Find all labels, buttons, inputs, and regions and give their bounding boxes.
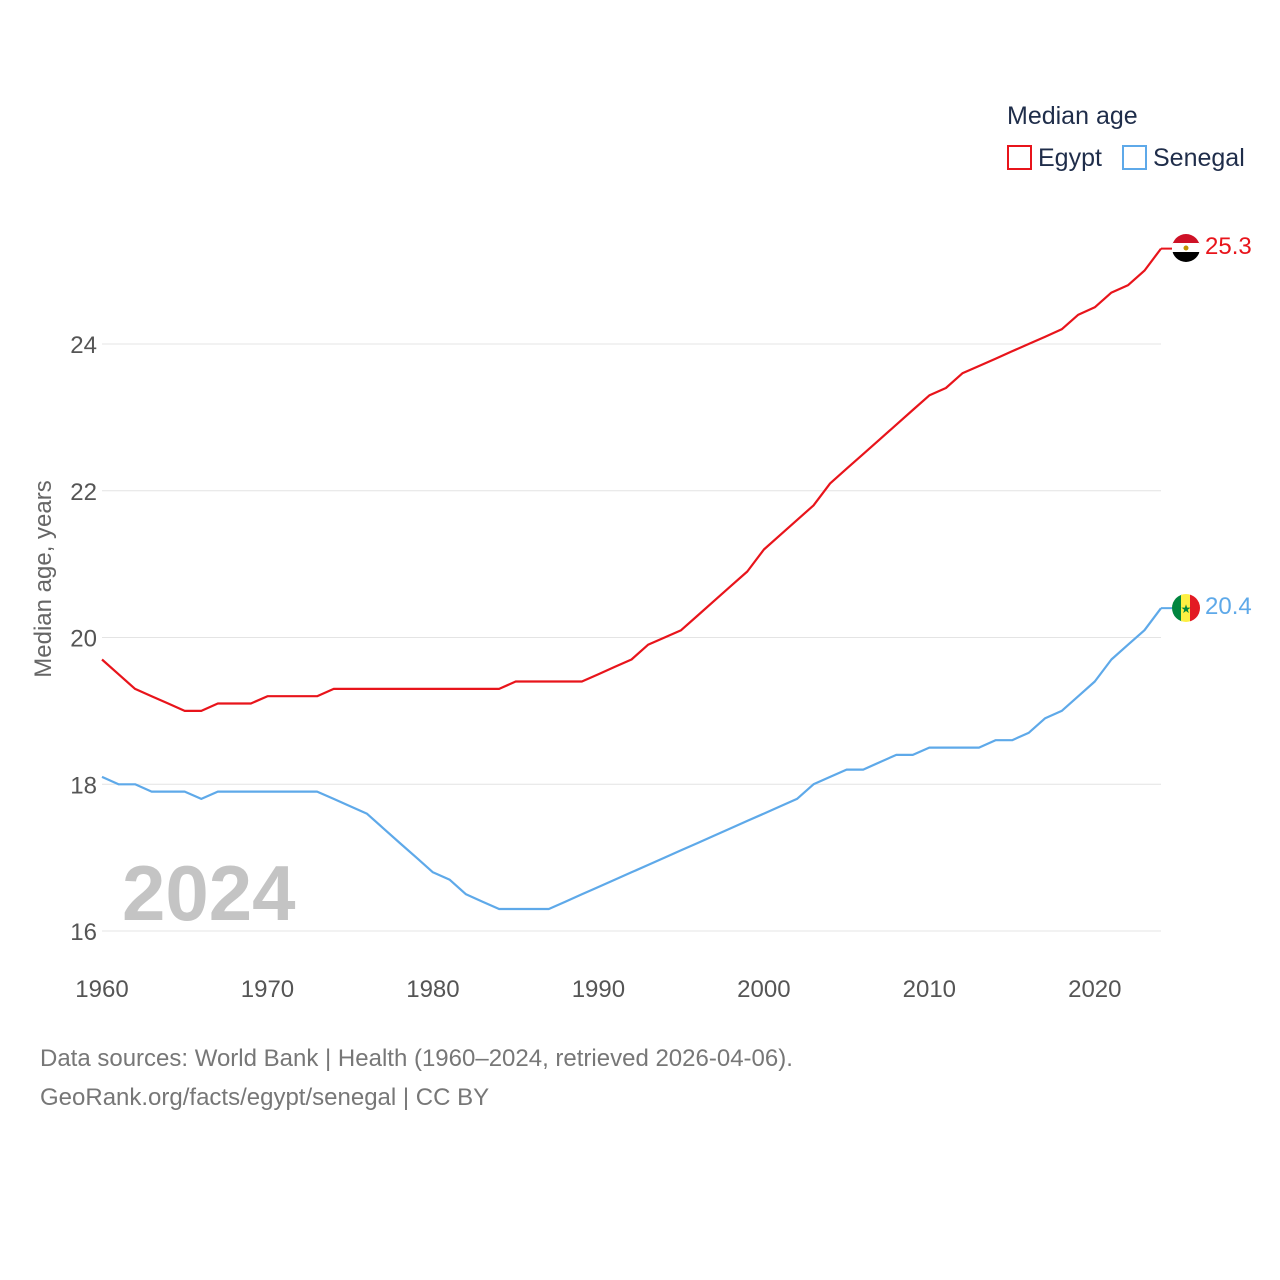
- year-watermark: 2024: [122, 849, 296, 937]
- y-tick-label: 24: [70, 332, 97, 359]
- legend-label-senegal[interactable]: Senegal: [1153, 144, 1245, 172]
- y-tick-label: 20: [70, 626, 97, 653]
- svg-text:★: ★: [1181, 602, 1192, 616]
- y-tick-label: 16: [70, 919, 97, 946]
- y-axis-label: Median age, years: [30, 480, 57, 677]
- senegal-end-value: 20.4: [1205, 593, 1252, 620]
- legend-label-egypt[interactable]: Egypt: [1038, 144, 1102, 172]
- x-tick-label: 2010: [903, 976, 956, 1003]
- y-tick-label: 18: [70, 772, 97, 799]
- legend-swatch-egypt: [1007, 145, 1032, 170]
- footer-credit[interactable]: GeoRank.org/facts/egypt/senegal | CC BY: [40, 1084, 490, 1111]
- x-tick-label: 1990: [572, 976, 625, 1003]
- x-tick-label: 1970: [241, 976, 294, 1003]
- series-line-egypt: [101, 247, 1162, 713]
- legend: Median age Egypt Senegal: [1007, 102, 1245, 172]
- x-tick-label: 1960: [75, 976, 128, 1003]
- footer-sources: Data sources: World Bank | Health (1960–…: [40, 1045, 793, 1072]
- egypt-flag-icon: [1172, 234, 1200, 262]
- legend-swatch-senegal: [1122, 145, 1147, 170]
- y-tick-label: 22: [70, 479, 97, 506]
- legend-title: Median age: [1007, 102, 1138, 130]
- egypt-end-value: 25.3: [1205, 233, 1252, 260]
- series-line-senegal: [101, 607, 1162, 911]
- y-axis-ticks: 16 18 20 22 24: [70, 332, 97, 946]
- x-tick-label: 2020: [1068, 976, 1121, 1003]
- series-layer: [101, 247, 1172, 911]
- senegal-flag-icon: ★: [1172, 594, 1200, 622]
- x-tick-label: 1980: [406, 976, 459, 1003]
- x-axis-ticks: 1960 1970 1980 1990 2000 2010 2020: [75, 976, 1121, 1003]
- gridlines: [102, 343, 1161, 932]
- x-tick-label: 2000: [737, 976, 790, 1003]
